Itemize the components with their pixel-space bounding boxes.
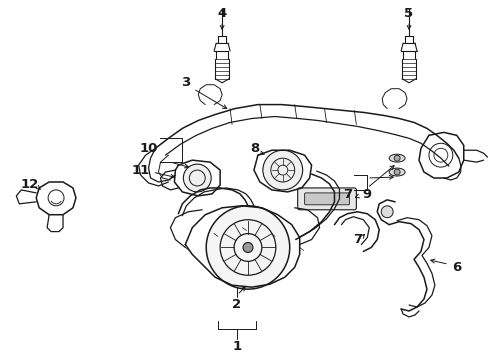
Circle shape — [206, 206, 289, 289]
Circle shape — [263, 150, 302, 190]
Text: 3: 3 — [181, 76, 189, 89]
Circle shape — [183, 164, 211, 192]
Text: 7: 7 — [352, 233, 361, 246]
Text: 11: 11 — [131, 163, 149, 176]
Text: 9: 9 — [362, 188, 371, 201]
Circle shape — [243, 243, 252, 252]
Text: 5: 5 — [404, 7, 413, 20]
Text: 7: 7 — [342, 188, 351, 201]
Circle shape — [393, 155, 399, 161]
Text: 8: 8 — [250, 142, 259, 155]
Ellipse shape — [388, 154, 404, 162]
Text: 12: 12 — [20, 179, 38, 192]
Text: 6: 6 — [451, 261, 461, 274]
Text: 1: 1 — [232, 340, 241, 353]
Circle shape — [381, 206, 392, 218]
Ellipse shape — [388, 168, 404, 176]
FancyBboxPatch shape — [304, 193, 349, 205]
Text: 4: 4 — [217, 7, 226, 20]
FancyBboxPatch shape — [297, 188, 356, 210]
Text: 2: 2 — [232, 297, 241, 311]
Text: 10: 10 — [139, 142, 158, 155]
Circle shape — [393, 169, 399, 175]
